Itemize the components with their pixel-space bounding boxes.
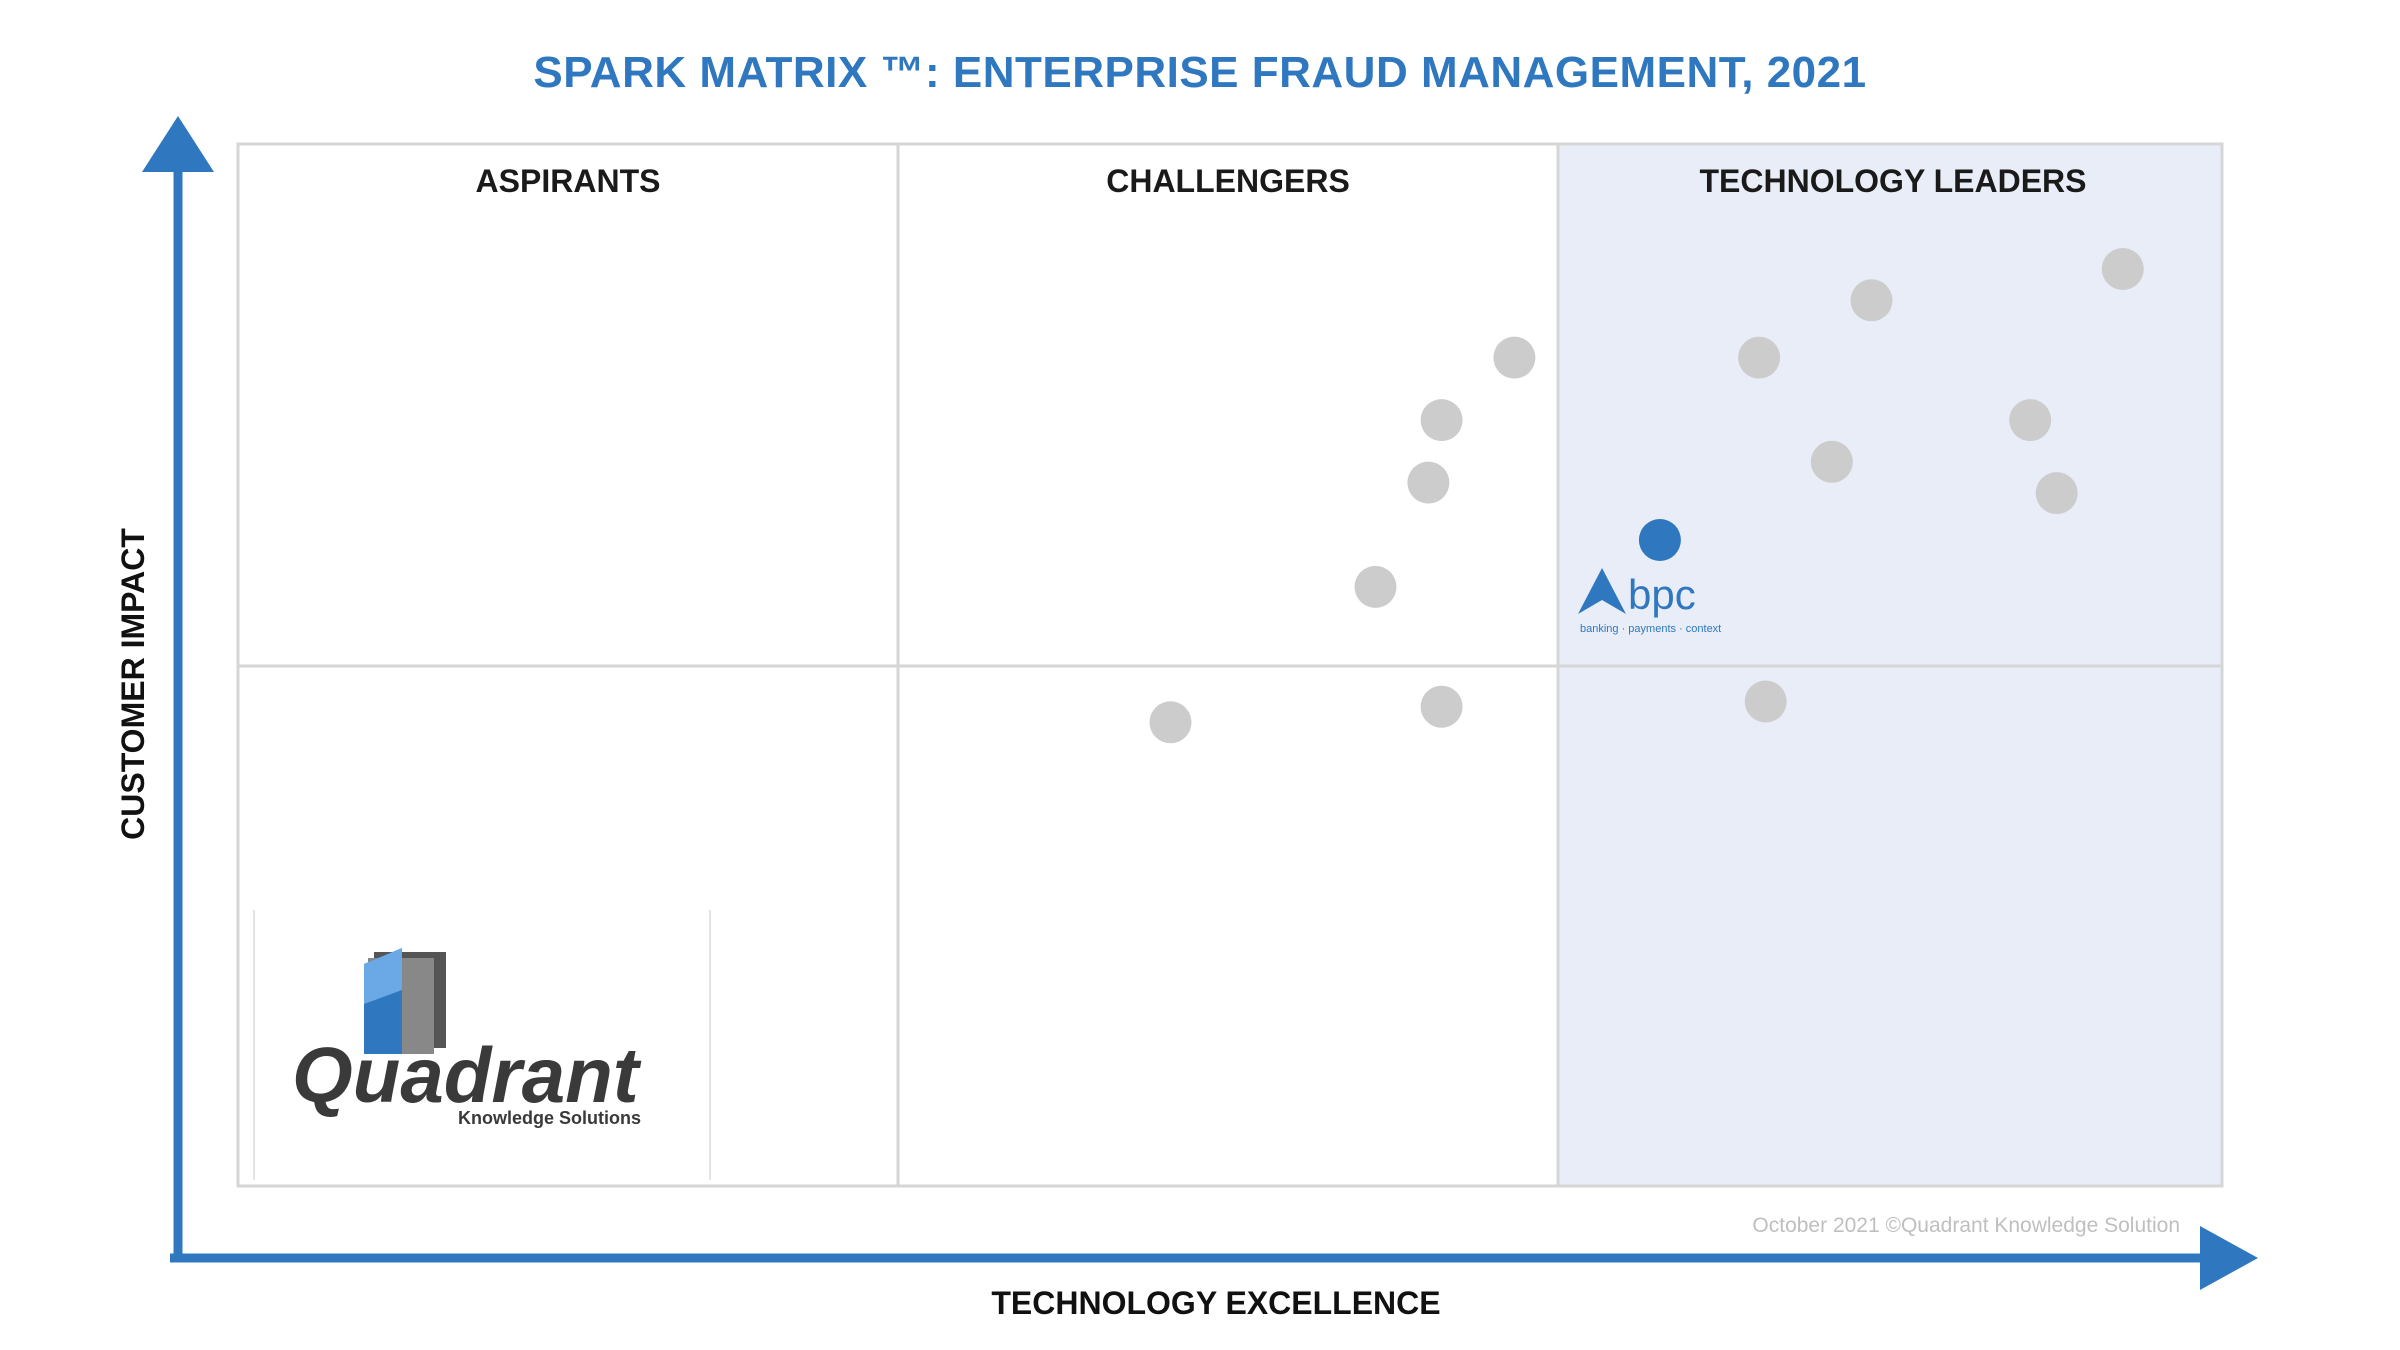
quadrant-label-aspirants: ASPIRANTS [476, 163, 661, 199]
logo-name: Quadrant [292, 1031, 642, 1119]
data-point [1149, 701, 1192, 744]
book-icon [364, 948, 446, 1054]
copyright-note: October 2021 ©Quadrant Knowledge Solutio… [1752, 1214, 2180, 1237]
data-point [2101, 248, 2144, 290]
data-point [1810, 440, 1853, 483]
y-axis-label: CUSTOMER IMPACT [115, 528, 151, 840]
bpc-logo-tagline: banking · payments · context [1580, 623, 1721, 635]
data-point [1354, 565, 1397, 608]
data-point [2035, 472, 2078, 515]
data-point [1493, 336, 1536, 379]
x-axis-label: TECHNOLOGY EXCELLENCE [991, 1285, 1440, 1321]
quadrant-label-technology-leaders: TECHNOLOGY LEADERS [1700, 163, 2087, 199]
x-axis-arrowhead [2200, 1226, 2258, 1290]
y-axis-arrowhead [142, 116, 214, 172]
chart-title: SPARK MATRIX ™: ENTERPRISE FRAUD MANAGEM… [533, 48, 1867, 97]
data-point [1420, 399, 1463, 442]
data-point [1850, 279, 1893, 322]
data-point [2009, 399, 2052, 442]
bpc-triangle-icon [1578, 568, 1626, 614]
data-point [1738, 336, 1781, 379]
data-point [1744, 680, 1787, 723]
data-point-highlight [1638, 519, 1681, 561]
quadrant-label-challengers: CHALLENGERS [1106, 163, 1350, 199]
bpc-logo: bpc banking · payments · context [1578, 568, 1721, 635]
data-point [1420, 685, 1463, 728]
logo-subtitle: Knowledge Solutions [458, 1108, 641, 1128]
data-point [1407, 461, 1450, 504]
data-points [1149, 248, 2144, 744]
bpc-logo-name: bpc [1628, 571, 1696, 618]
quadrant-logo: Quadrant Knowledge Solutions [253, 910, 711, 1180]
